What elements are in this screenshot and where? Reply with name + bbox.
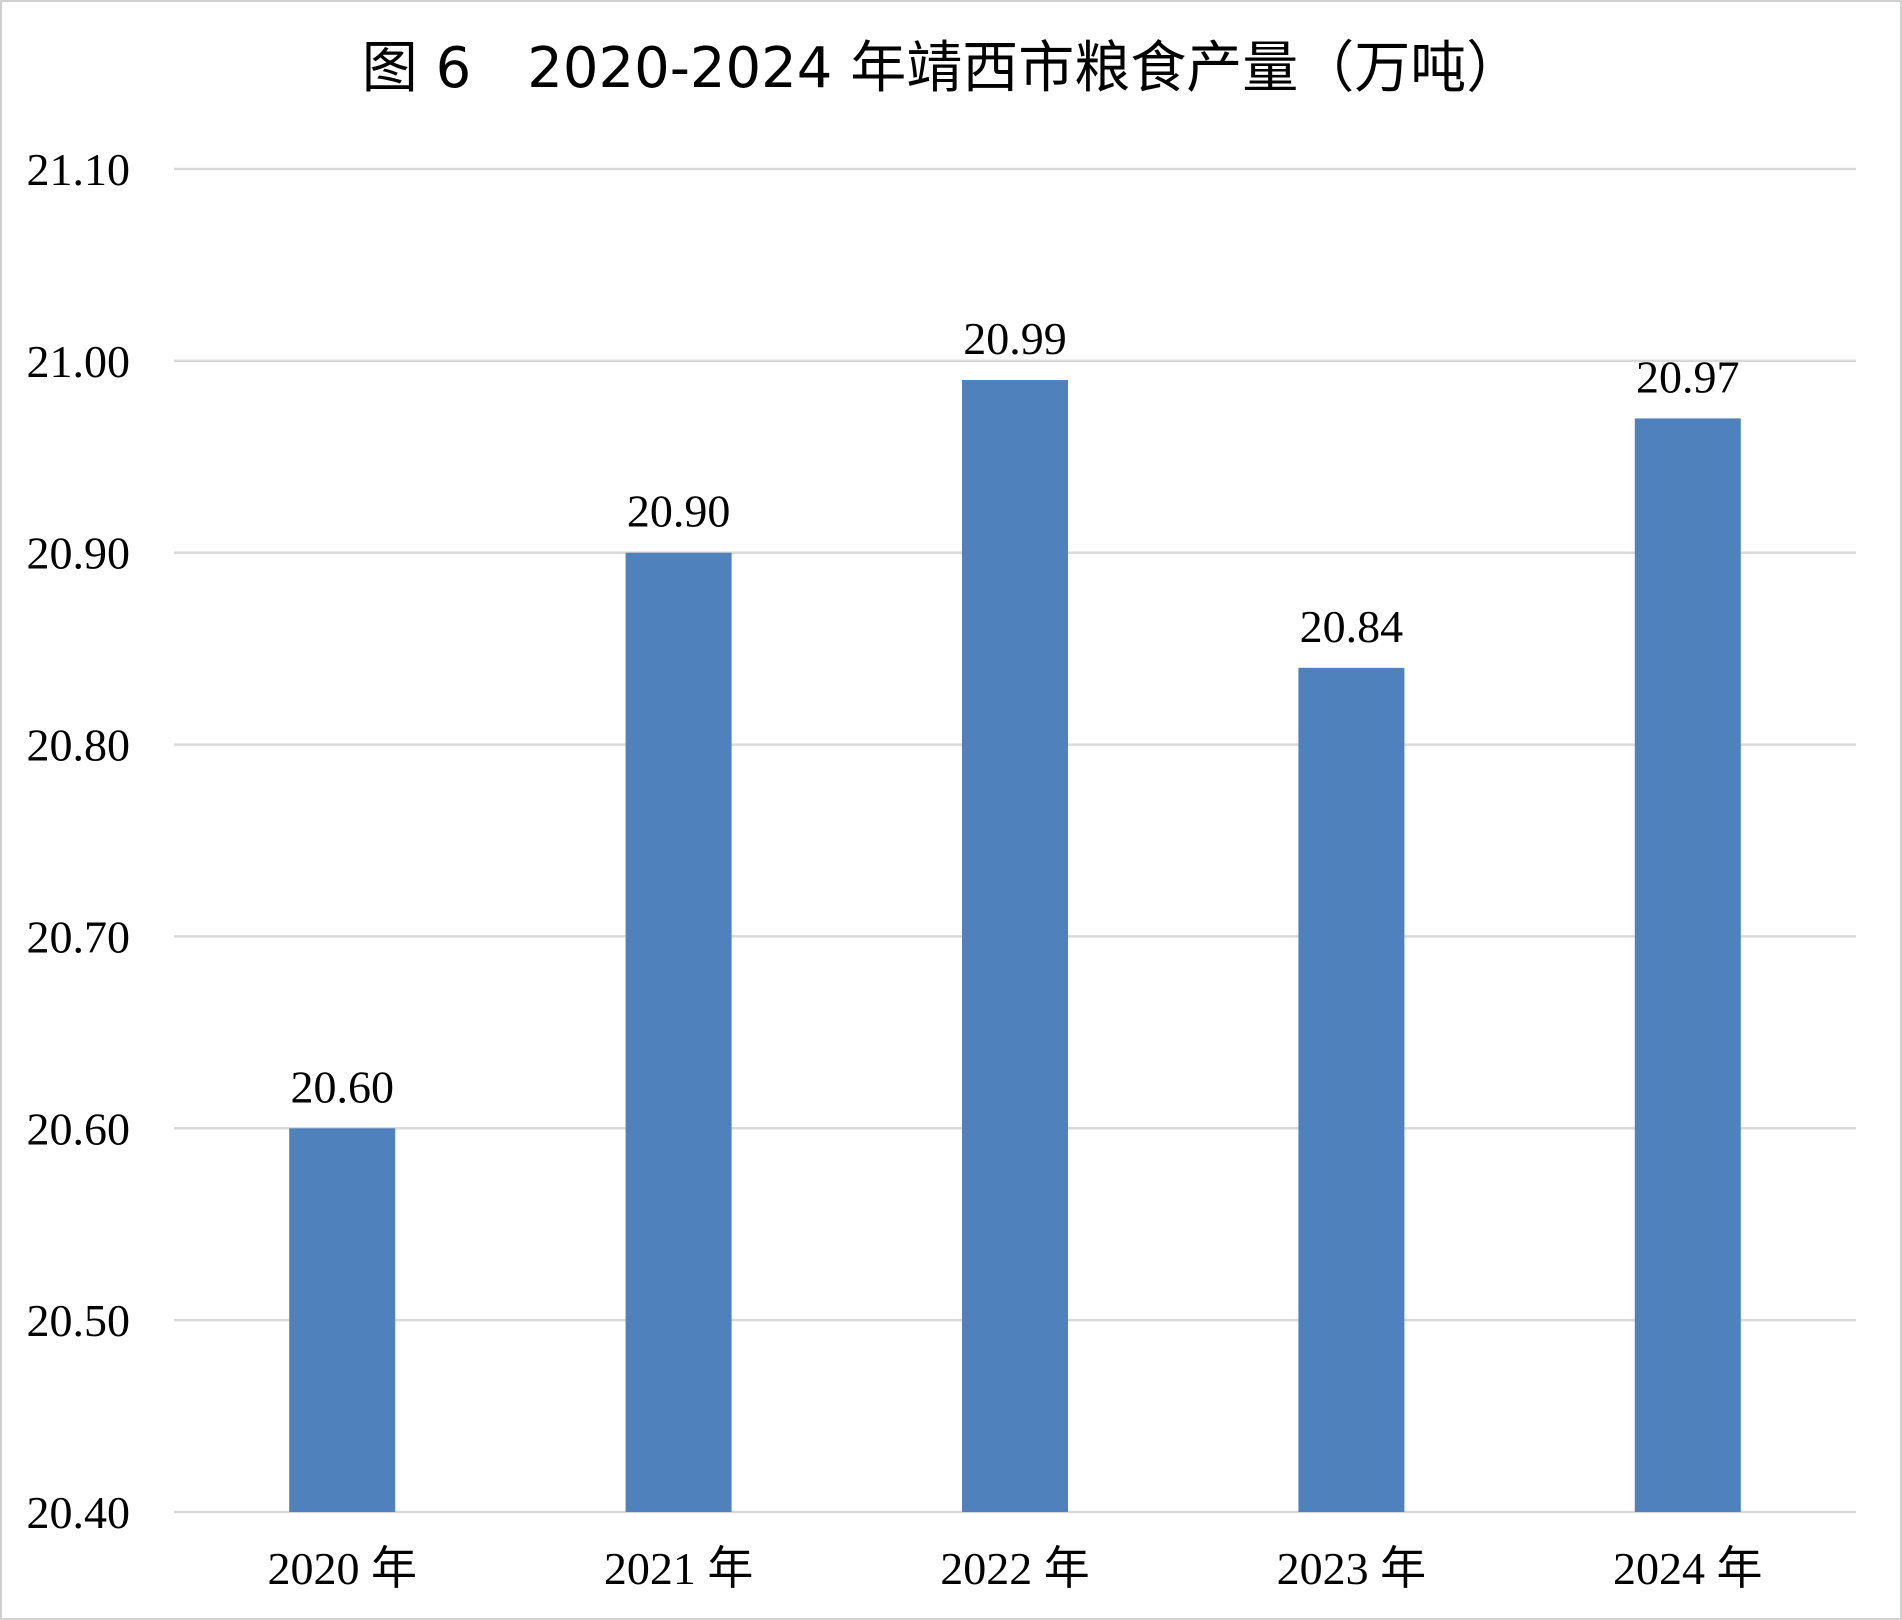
bar — [625, 552, 732, 1512]
y-tick-label: 20.50 — [27, 1295, 131, 1346]
x-category-label: 2020 年 — [267, 1543, 417, 1594]
bar — [962, 380, 1068, 1512]
x-category-label: 2022 年 — [940, 1543, 1090, 1594]
y-tick-label: 20.40 — [27, 1487, 131, 1538]
y-tick-label: 20.60 — [27, 1103, 131, 1154]
data-label: 20.97 — [1636, 351, 1740, 402]
y-tick-label: 20.90 — [27, 528, 131, 579]
x-axis-category-labels: 2020 年 2021 年 2022 年 2023 年 2024 年 — [267, 1543, 1762, 1594]
bar — [1298, 667, 1405, 1512]
y-tick-label: 21.10 — [27, 144, 131, 195]
x-category-label: 2023 年 — [1277, 1543, 1427, 1594]
data-labels: 20.60 20.90 20.99 20.84 20.97 — [290, 313, 1739, 1112]
y-tick-label: 21.00 — [27, 336, 131, 387]
y-axis-tick-labels: 20.40 20.50 20.60 20.70 20.80 20.90 21.00 21.10 — [27, 144, 131, 1538]
x-category-label: 2021 年 — [604, 1543, 754, 1594]
data-label: 20.84 — [1300, 601, 1404, 652]
chart-title: 图 6 2020-2024 年靖西市粮食产量（万吨） — [362, 36, 1522, 101]
bar — [1634, 418, 1741, 1512]
y-tick-label: 20.70 — [27, 911, 131, 962]
data-label: 20.99 — [963, 313, 1067, 364]
bar — [289, 1128, 396, 1512]
bars — [289, 380, 1741, 1512]
y-tick-label: 20.80 — [27, 720, 131, 771]
x-category-label: 2024 年 — [1613, 1543, 1763, 1594]
data-label: 20.60 — [290, 1061, 394, 1112]
data-label: 20.90 — [627, 486, 731, 537]
